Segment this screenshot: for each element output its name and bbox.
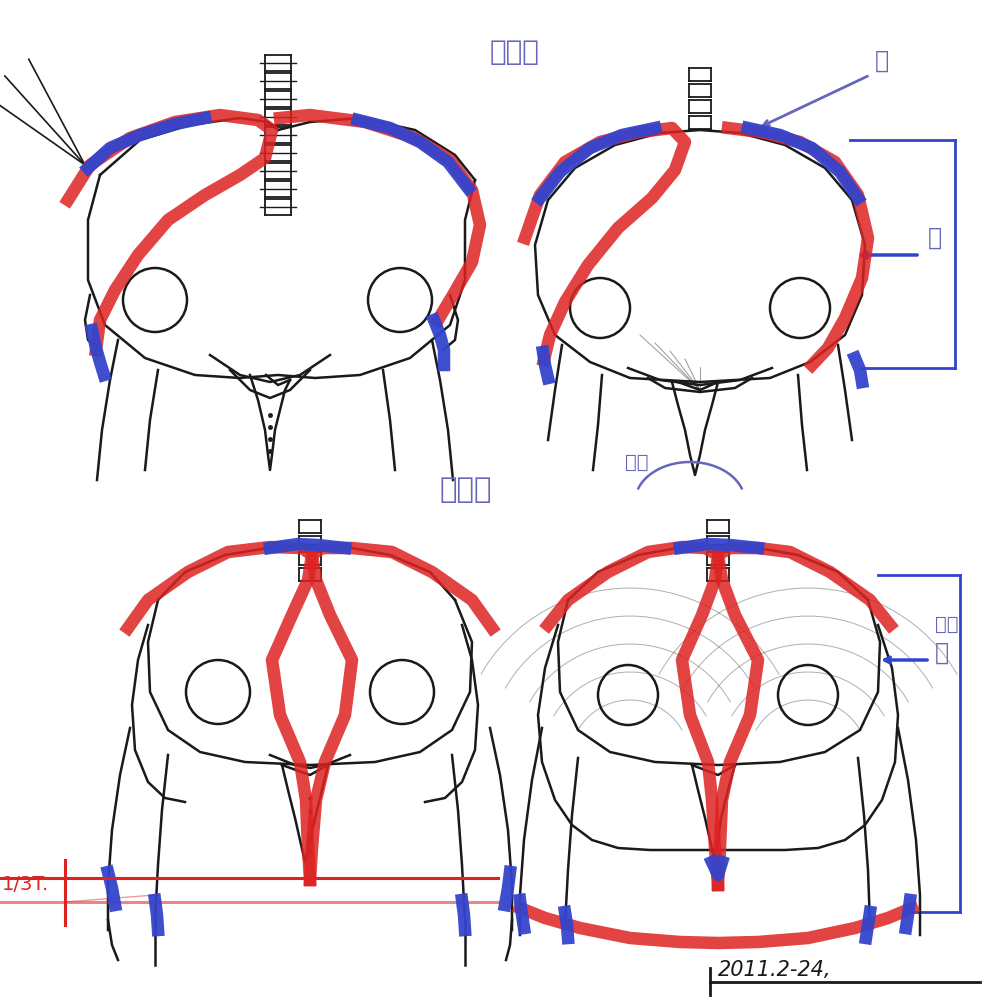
Text: 2011.2-24,: 2011.2-24, bbox=[718, 960, 832, 980]
Text: 1/3T.: 1/3T. bbox=[2, 876, 49, 894]
Text: 起: 起 bbox=[875, 49, 889, 73]
Text: 止: 止 bbox=[928, 226, 942, 250]
Text: 臀大肌: 臀大肌 bbox=[440, 476, 492, 504]
Text: 臀中肌: 臀中肌 bbox=[490, 38, 540, 66]
Text: 支属: 支属 bbox=[625, 453, 648, 472]
Text: 骨盖: 骨盖 bbox=[935, 615, 958, 634]
Text: 止: 止 bbox=[935, 641, 949, 665]
